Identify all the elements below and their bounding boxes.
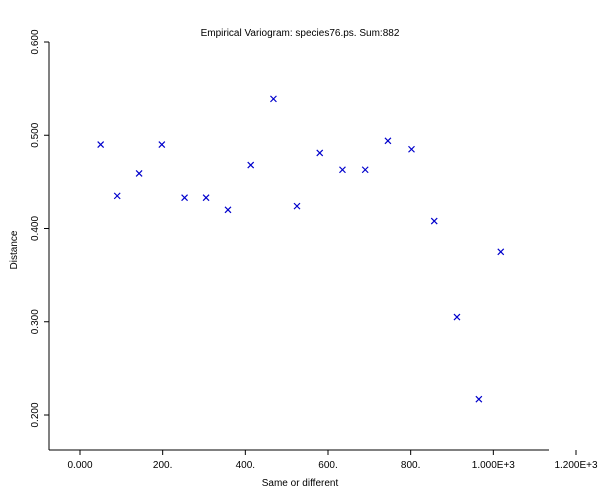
y-tick-label: 0.300 [30,309,41,334]
chart-title: Empirical Variogram: species76.ps. Sum:8… [201,28,400,39]
y-tick-label: 0.400 [30,216,41,241]
x-tick-label: 800. [401,460,420,471]
data-point [497,248,505,256]
data-point [270,95,277,103]
data-point [339,166,346,174]
y-axis-ticks: 0.200 0.300 0.400 0.500 0.600 [30,29,49,428]
data-point [408,145,415,153]
data-point [475,395,483,403]
data-point [158,141,166,148]
data-point [181,194,188,202]
y-tick-label: 0.600 [30,29,41,54]
x-tick-label: 200. [153,460,172,471]
x-tick-label: 0.000 [67,460,92,471]
data-point [453,313,461,321]
data-points [97,95,505,403]
data-point [135,170,143,177]
data-point [202,194,210,202]
x-tick-label: 1.000E+3 [472,460,516,471]
data-point [361,166,369,174]
data-point [224,206,232,214]
x-axis-label: Same or different [262,478,339,489]
data-point [384,137,392,145]
data-point [247,161,255,169]
x-tick-label: 600. [318,460,337,471]
data-point [293,202,301,210]
y-axis-label: Distance [9,230,20,269]
x-tick-label: 1.200E+3 [554,460,598,471]
y-tick-label: 0.200 [30,402,41,427]
x-axis-ticks: 0.000 200. 400. 600. 800. 1.000E+3 1.200E+3 [67,450,598,471]
data-point [113,192,121,200]
x-tick-label: 400. [236,460,255,471]
y-tick-label: 0.500 [30,122,41,147]
data-point [430,217,438,225]
data-point [316,149,324,157]
data-point [97,141,105,148]
